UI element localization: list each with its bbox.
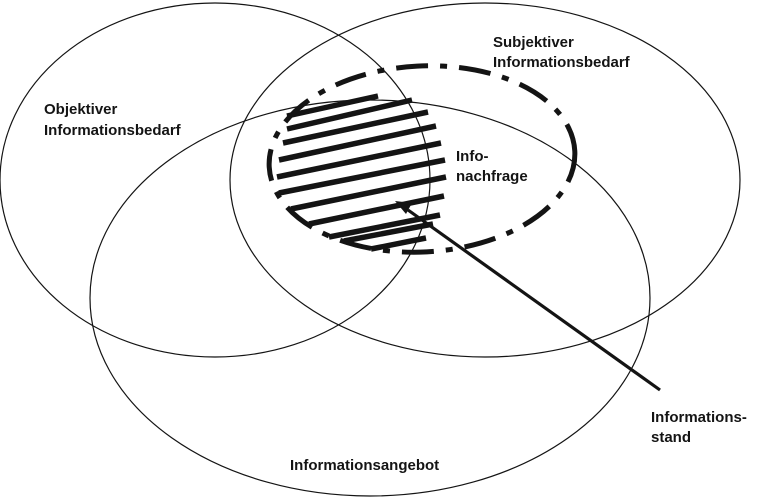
information-status-arrow	[395, 201, 661, 392]
objective-need-circle	[0, 2, 431, 358]
information-demand-label: Info- nachfrage	[456, 148, 528, 185]
information-status-hatching	[276, 93, 447, 252]
subjective-need-label: Subjektiver Informationsbedarf	[493, 34, 631, 71]
information-supply-label: Informationsangebot	[290, 457, 439, 474]
objective-need-label: Objektiver Informationsbedarf	[44, 101, 182, 139]
subjective-need-circle	[229, 2, 741, 358]
information-demand-ellipse	[266, 63, 578, 255]
arrowhead-icon	[395, 201, 412, 214]
information-status-label: Informations- stand	[651, 409, 751, 446]
